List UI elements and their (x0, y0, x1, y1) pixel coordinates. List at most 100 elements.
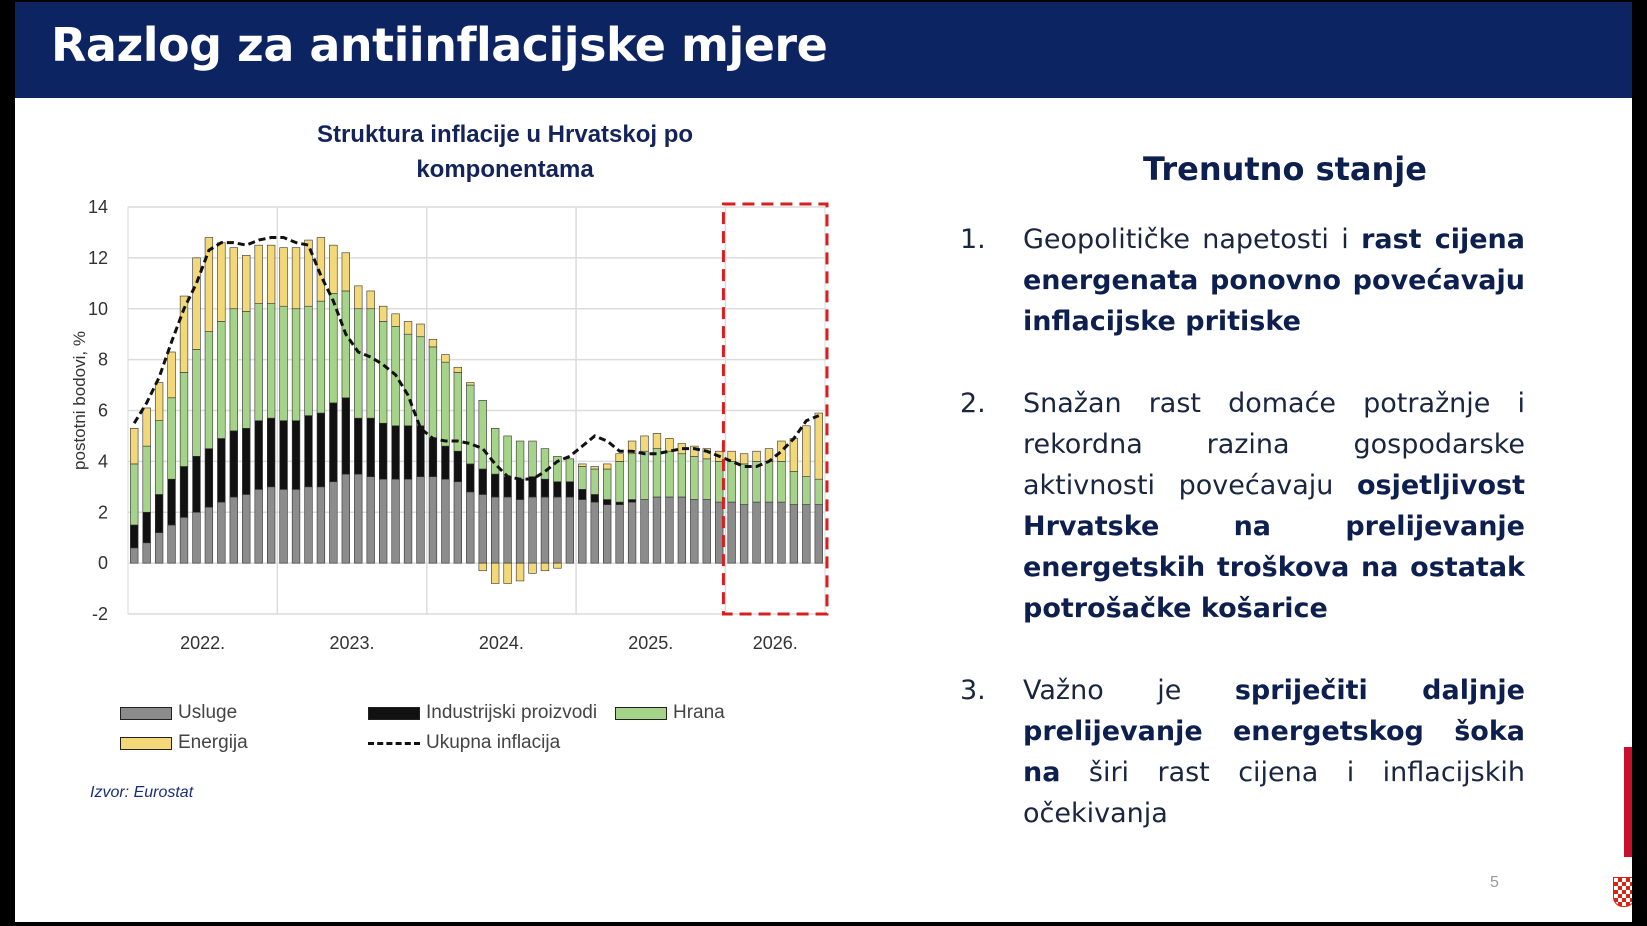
bar-energija (466, 382, 475, 386)
bar-energija (665, 438, 674, 452)
legend-item-energija: Energija (120, 732, 248, 754)
bar-energija (279, 247, 288, 307)
bar-industrijski-proizvodi (291, 420, 301, 490)
bar-energija (802, 425, 811, 477)
bar-industrijski-proizvodi (378, 422, 388, 480)
bar-usluge (217, 501, 226, 564)
bar-hrana (802, 476, 811, 505)
bar-industrijski-proizvodi (167, 478, 176, 526)
bar-hrana (789, 471, 799, 505)
highlight-box (721, 202, 829, 616)
bar-hrana (540, 448, 550, 480)
slide-title: Razlog za antiinflacijske mjere (51, 18, 828, 72)
points-list: 1. Geopolitičke napetosti i rast cijena … (960, 219, 1525, 875)
bar-usluge (802, 504, 811, 564)
bar-usluge (378, 478, 388, 564)
bar-usluge (130, 547, 139, 564)
legend-label: Energija (178, 732, 248, 753)
bar-usluge (192, 511, 201, 564)
bar-energija (192, 257, 201, 350)
chart-title-line-1: Struktura inflacije u Hrvatskoj po (316, 121, 694, 148)
bar-hrana (378, 321, 388, 424)
bar-energija (204, 237, 214, 332)
bar-energija (254, 244, 263, 304)
bar-energija (167, 351, 176, 399)
bar-industrijski-proizvodi (217, 438, 226, 503)
bar-usluge (341, 473, 350, 564)
bar-usluge (428, 476, 438, 564)
bar-hrana (553, 455, 562, 483)
bar-industrijski-proizvodi (428, 438, 438, 477)
slide: Razlog za antiinflacijske mjere Struktur… (15, 2, 1632, 922)
bar-usluge (179, 517, 189, 564)
x-tick-label: 2025. (628, 633, 673, 653)
bar-usluge (615, 504, 624, 564)
bar-hrana (428, 346, 438, 439)
bar-energija (304, 239, 313, 307)
bar-energija (453, 366, 462, 373)
point-bold-text: rast cijena energenata ponovno povećavaj… (1023, 224, 1525, 337)
bar-hrana (354, 308, 363, 419)
bar-industrijski-proizvodi (453, 450, 462, 483)
bar-energija (615, 453, 624, 462)
header-bar: Razlog za antiinflacijske mjere (15, 2, 1632, 98)
chart-legend: Usluge Industrijski proizvodi Hrana Ener… (110, 702, 830, 772)
x-tick-label: 2024. (479, 633, 524, 653)
bar-hrana (777, 461, 786, 503)
bar-hrana (764, 461, 774, 503)
bar-energija (553, 562, 562, 569)
bar-hrana (665, 450, 674, 498)
bar-usluge (640, 499, 649, 564)
bar-usluge (777, 501, 786, 564)
bar-hrana (578, 466, 587, 490)
point-3: 3. Važno je spriječiti daljnje prelijeva… (960, 670, 1525, 834)
point-1: 1. Geopolitičke napetosti i rast cijena … (960, 219, 1525, 342)
point-number: 3. (960, 675, 986, 706)
bar-energija (789, 438, 799, 472)
bar-energija (515, 562, 525, 582)
bar-hrana (416, 336, 425, 427)
point-number: 2. (960, 388, 986, 419)
x-tick-label: 2023. (330, 633, 375, 653)
bar-usluge (739, 504, 749, 564)
bar-industrijski-proizvodi (179, 466, 189, 518)
bar-usluge (453, 481, 462, 564)
bar-hrana (453, 372, 462, 452)
chart-title: Struktura inflacije u Hrvatskoj po kompo… (145, 117, 865, 187)
bar-energija (366, 290, 375, 310)
bar-usluge (142, 542, 151, 564)
bar-industrijski-proizvodi (515, 478, 525, 500)
legend-swatch (120, 736, 172, 750)
bar-usluge (789, 504, 799, 564)
point-number: 1. (960, 224, 986, 255)
bar-usluge (229, 496, 238, 564)
bar-usluge (329, 481, 338, 564)
bar-usluge (590, 501, 599, 564)
bar-energija (528, 562, 537, 574)
bar-hrana (690, 455, 699, 500)
legend-label: Industrijski proizvodi (426, 702, 598, 723)
bar-hrana (142, 445, 151, 513)
bar-industrijski-proizvodi (316, 412, 326, 488)
bar-industrijski-proizvodi (329, 402, 338, 483)
bar-usluge (528, 496, 537, 564)
bar-hrana (727, 461, 736, 503)
bar-hrana (640, 450, 649, 500)
bar-usluge (291, 489, 301, 564)
bar-usluge (727, 501, 736, 564)
bar-industrijski-proizvodi (503, 476, 512, 498)
bar-industrijski-proizvodi (553, 481, 562, 498)
legend-item-industrijski: Industrijski proizvodi (368, 702, 597, 724)
bar-usluge (503, 496, 512, 564)
bar-usluge (764, 501, 774, 564)
y-axis-label: postotni bodovi, % (70, 331, 89, 470)
bar-energija (814, 412, 823, 480)
bar-usluge (316, 486, 326, 564)
bar-energija (702, 448, 711, 460)
bar-energija (627, 440, 637, 455)
bar-hrana (279, 305, 288, 421)
bar-industrijski-proizvodi (615, 501, 624, 505)
bar-hrana (441, 361, 450, 447)
bar-usluge (814, 504, 823, 564)
x-tick-label: 2022. (180, 633, 225, 653)
